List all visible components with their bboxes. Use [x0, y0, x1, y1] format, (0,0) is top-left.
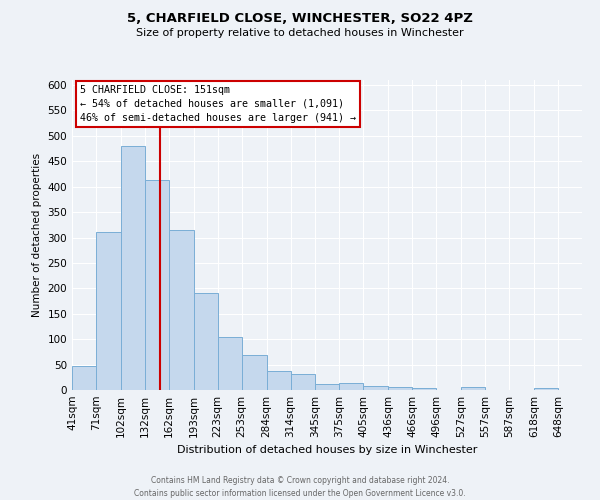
- Bar: [388, 388, 412, 390]
- Bar: [96, 232, 121, 390]
- Bar: [290, 374, 316, 390]
- Text: 5, CHARFIELD CLOSE, WINCHESTER, SO22 4PZ: 5, CHARFIELD CLOSE, WINCHESTER, SO22 4PZ: [127, 12, 473, 26]
- Bar: [461, 388, 485, 390]
- Bar: [242, 355, 266, 390]
- Bar: [218, 337, 242, 390]
- Bar: [364, 386, 388, 390]
- X-axis label: Distribution of detached houses by size in Winchester: Distribution of detached houses by size …: [177, 446, 477, 456]
- Bar: [194, 293, 218, 390]
- Bar: [412, 388, 436, 390]
- Text: Contains HM Land Registry data © Crown copyright and database right 2024.
Contai: Contains HM Land Registry data © Crown c…: [134, 476, 466, 498]
- Bar: [145, 180, 169, 390]
- Bar: [121, 146, 145, 390]
- Text: Size of property relative to detached houses in Winchester: Size of property relative to detached ho…: [136, 28, 464, 38]
- Text: 5 CHARFIELD CLOSE: 151sqm
← 54% of detached houses are smaller (1,091)
46% of se: 5 CHARFIELD CLOSE: 151sqm ← 54% of detac…: [80, 84, 356, 122]
- Bar: [72, 366, 96, 390]
- Bar: [266, 370, 290, 390]
- Bar: [534, 388, 558, 390]
- Bar: [340, 384, 364, 390]
- Bar: [169, 230, 194, 390]
- Bar: [316, 384, 340, 390]
- Y-axis label: Number of detached properties: Number of detached properties: [32, 153, 42, 317]
